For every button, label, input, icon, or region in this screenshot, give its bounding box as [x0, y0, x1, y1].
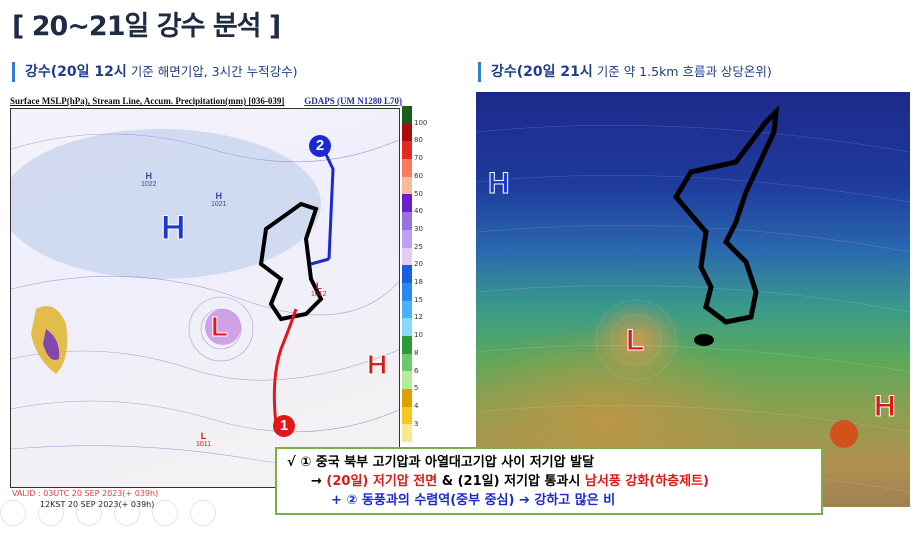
colorbar-label: 15	[414, 295, 423, 304]
colorbar-label: 100	[414, 118, 428, 127]
more-button[interactable]	[190, 500, 216, 526]
colorbar-label: 10	[414, 331, 423, 340]
low-label-main: L	[625, 324, 645, 358]
presentation-toolbar	[0, 500, 216, 526]
marker-1: 1	[273, 415, 295, 437]
colorbar-swatch	[402, 424, 412, 443]
arrow-2	[319, 143, 335, 260]
colorbar-label: 50	[414, 189, 423, 198]
pen-button[interactable]	[76, 500, 102, 526]
colorbar-swatch	[402, 282, 412, 301]
arrow-2-head	[310, 257, 330, 266]
surface-pressure-map: H 1022 H 1021 H L H L 1012 L 1011 1 2	[10, 108, 400, 488]
high-label-big: H	[161, 209, 187, 248]
colorbar-swatch	[402, 353, 412, 372]
colorbar-swatch	[402, 212, 412, 230]
colorbar-label: 6	[414, 366, 419, 375]
low-label-south: L 1011	[196, 431, 212, 448]
korea-outline	[672, 105, 780, 325]
colorbar-label: 20	[414, 260, 423, 269]
page-title: [ 20~21일 강수 분석 ]	[12, 11, 281, 42]
high-label-1: H 1022	[141, 171, 157, 188]
precip-colorbar	[402, 106, 412, 443]
colorbar-swatch	[402, 106, 412, 124]
marker-2: 2	[309, 135, 331, 157]
high-label-west: H	[488, 167, 511, 201]
colorbar-label: 30	[414, 224, 423, 233]
colorbar-swatch	[402, 123, 412, 142]
colorbar-label: 60	[414, 171, 423, 180]
zoom-button[interactable]	[152, 500, 178, 526]
summary-line-2: → (20일) 저기압 전면 & (21일) 저기압 통과시 남서풍 강화(하층…	[311, 474, 709, 489]
prev-button[interactable]	[0, 500, 26, 526]
arrow-1	[272, 308, 298, 425]
high-label-east: H	[874, 390, 897, 424]
colorbar-swatch	[402, 335, 412, 354]
map-header-title: Surface MSLP(hPa), Stream Line, Accum. P…	[10, 96, 285, 106]
colorbar-swatch	[402, 300, 412, 319]
left-subtitle: 강수(20일 12시 기준 해면기압, 3시간 누적강수)	[12, 62, 297, 82]
left-subtitle-thin: 기준 해면기압, 3시간 누적강수)	[126, 64, 298, 79]
map-header: Surface MSLP(hPa), Stream Line, Accum. P…	[10, 96, 402, 106]
colorbar-swatch	[402, 176, 412, 195]
cursor-highlight	[830, 420, 858, 448]
equivalent-potential-temperature-map: H L H	[476, 92, 910, 507]
summary-line-3: + ② 동풍과의 수렴역(중부 중심) ➔ 강하고 많은 비	[331, 493, 616, 508]
korea-outline	[258, 201, 324, 322]
high-pressure-area	[11, 129, 321, 279]
colorbar-swatch	[402, 371, 412, 389]
right-subtitle-bold: 강수(20일 21시	[491, 64, 593, 80]
right-subtitle: 강수(20일 21시 기준 약 1.5km 흐름과 상당온위)	[478, 62, 772, 82]
colorbar-label: 40	[414, 207, 423, 216]
low-label-small: L 1012	[311, 281, 327, 298]
model-name: GDAPS (UM N1280 L70)	[304, 96, 402, 106]
colorbar-swatch	[402, 318, 412, 336]
colorbar-label: 25	[414, 242, 423, 251]
left-subtitle-bold: 강수(20일 12시	[25, 64, 127, 80]
high-label-2: H 1021	[211, 191, 227, 208]
precip-low	[205, 309, 241, 345]
colorbar-label: 4	[414, 401, 419, 410]
colorbar-swatch	[402, 194, 412, 213]
summary-line-1: √ ① 중국 북부 고기압과 아열대고기압 사이 저기압 발달	[287, 455, 595, 470]
colorbar-swatch	[402, 141, 412, 160]
colorbar-swatch	[402, 247, 412, 266]
colorbar-swatch	[402, 265, 412, 283]
right-map-graphics	[476, 105, 910, 493]
colorbar-swatch	[402, 229, 412, 248]
colorbar-label: 8	[414, 348, 419, 357]
colorbar-label: 80	[414, 136, 423, 145]
slides-button[interactable]	[114, 500, 140, 526]
valid-time: VALID : 03UTC 20 SEP 2023(+ 039h)	[12, 489, 159, 498]
colorbar-swatch	[402, 389, 412, 407]
right-subtitle-thin: 기준 약 1.5km 흐름과 상당온위)	[592, 64, 772, 79]
jeju-island	[694, 334, 714, 346]
colorbar-swatch	[402, 406, 412, 425]
colorbar-swatch	[402, 159, 412, 177]
colorbar-label: 3	[414, 419, 419, 428]
colorbar-label: 18	[414, 278, 423, 286]
low-label-main: L	[210, 311, 229, 343]
play-button[interactable]	[38, 500, 64, 526]
colorbar-label: 5	[414, 384, 419, 393]
precip-core	[43, 329, 60, 360]
colorbar-label: 12	[414, 313, 423, 322]
map-graphics	[11, 129, 399, 469]
colorbar-label: 70	[414, 154, 423, 163]
summary-box: √ ① 중국 북부 고기압과 아열대고기압 사이 저기압 발달 → (20일) …	[275, 447, 823, 515]
high-label-east: H	[366, 349, 388, 381]
